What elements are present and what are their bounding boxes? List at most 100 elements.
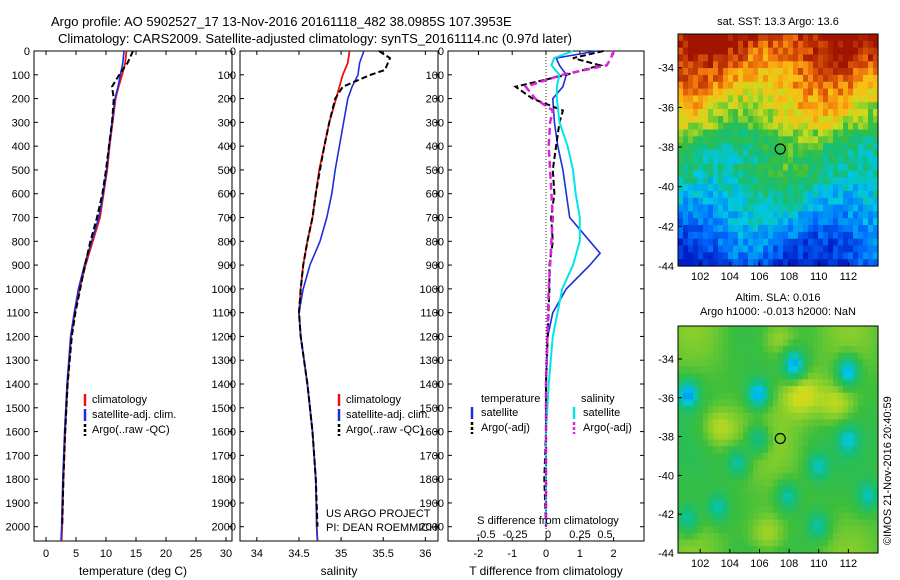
- map-cell: [863, 190, 869, 199]
- map-cell: [768, 452, 774, 461]
- map-cell: [808, 136, 814, 144]
- map-cell: [693, 184, 699, 192]
- map-cell: [758, 372, 764, 381]
- map-cell: [723, 546, 729, 554]
- map-cell: [763, 532, 769, 541]
- map-cell: [748, 479, 754, 487]
- map-cell: [748, 115, 754, 124]
- map-cell: [818, 499, 824, 507]
- map-cell: [763, 352, 769, 360]
- map-cell: [768, 54, 774, 62]
- map-cell: [853, 452, 859, 461]
- map-cell: [733, 129, 739, 137]
- map-cell: [743, 245, 749, 253]
- map-cell: [788, 184, 794, 192]
- map-cell: [718, 81, 724, 90]
- map-cell: [743, 34, 749, 42]
- map-cell: [753, 479, 759, 487]
- map-cell: [758, 472, 764, 481]
- map-cell: [723, 479, 729, 487]
- map-cell: [838, 539, 844, 547]
- map-cell: [723, 204, 729, 213]
- map-cell: [748, 238, 754, 247]
- map-cell: [713, 211, 719, 219]
- map-cell: [843, 539, 849, 547]
- map-cell: [718, 486, 724, 494]
- map-cell: [773, 61, 779, 69]
- map-cell: [813, 486, 819, 494]
- map-cell: [778, 526, 784, 534]
- map-cell: [698, 102, 704, 110]
- map-cell: [858, 432, 864, 441]
- map-cell: [698, 109, 704, 117]
- map-cell: [678, 492, 684, 501]
- map-cell: [768, 68, 774, 76]
- map-cell: [758, 412, 764, 421]
- map-cell: [808, 492, 814, 501]
- map-cell: [828, 326, 834, 334]
- map-cell: [703, 40, 709, 49]
- map-cell: [678, 339, 684, 347]
- map-cell: [828, 68, 834, 76]
- map-cell: [748, 352, 754, 360]
- map-cell: [693, 218, 699, 226]
- map-cell: [843, 61, 849, 69]
- map-cell: [853, 372, 859, 381]
- map-cell: [803, 150, 809, 158]
- map-cell: [803, 326, 809, 334]
- map-cell: [708, 170, 714, 178]
- map-cell: [813, 352, 819, 360]
- map-cell: [718, 406, 724, 414]
- map-cell: [843, 512, 849, 521]
- argo-position-marker: [774, 432, 786, 445]
- map-cell: [813, 386, 819, 394]
- map-cell: [683, 54, 689, 62]
- map-cell: [828, 197, 834, 206]
- map-cell: [723, 452, 729, 461]
- map-cell: [838, 419, 844, 427]
- map-cell: [833, 245, 839, 253]
- map-cell: [868, 332, 874, 340]
- map-cell: [773, 419, 779, 427]
- map-cell: [783, 88, 789, 97]
- map-cell: [858, 472, 864, 481]
- map-cell: [708, 129, 714, 137]
- y-tick-label: 1900: [420, 498, 444, 510]
- map-cell: [693, 245, 699, 253]
- map-cell: [808, 532, 814, 541]
- map-cell: [853, 95, 859, 103]
- map-cell: [768, 352, 774, 360]
- map-cell: [803, 211, 809, 219]
- map-cell: [818, 352, 824, 360]
- map-cell: [688, 346, 694, 354]
- map-cell: [793, 379, 799, 387]
- map-cell: [843, 506, 849, 514]
- map-cell: [863, 102, 869, 110]
- map-cell: [728, 366, 734, 374]
- map-cell: [858, 61, 864, 69]
- map-cell: [733, 211, 739, 219]
- map-cell: [688, 61, 694, 69]
- map-cell: [768, 546, 774, 554]
- map-cell: [843, 218, 849, 226]
- map-cell: [743, 479, 749, 487]
- map-cell: [853, 143, 859, 151]
- map-cell: [818, 399, 824, 407]
- map-cell: [793, 432, 799, 441]
- map-cell: [723, 170, 729, 178]
- map-cell: [728, 211, 734, 219]
- map-cell: [783, 366, 789, 374]
- map-cell: [793, 472, 799, 481]
- map-cell: [728, 452, 734, 461]
- map-cell: [683, 225, 689, 233]
- map-cell: [853, 506, 859, 514]
- map-cell: [758, 366, 764, 374]
- map-cell: [823, 346, 829, 354]
- map-cell: [773, 339, 779, 347]
- map-cell: [818, 379, 824, 387]
- map-cell: [753, 218, 759, 226]
- map-cell: [838, 339, 844, 347]
- map-cell: [748, 68, 754, 76]
- map-cell: [743, 452, 749, 461]
- map-cell: [768, 359, 774, 367]
